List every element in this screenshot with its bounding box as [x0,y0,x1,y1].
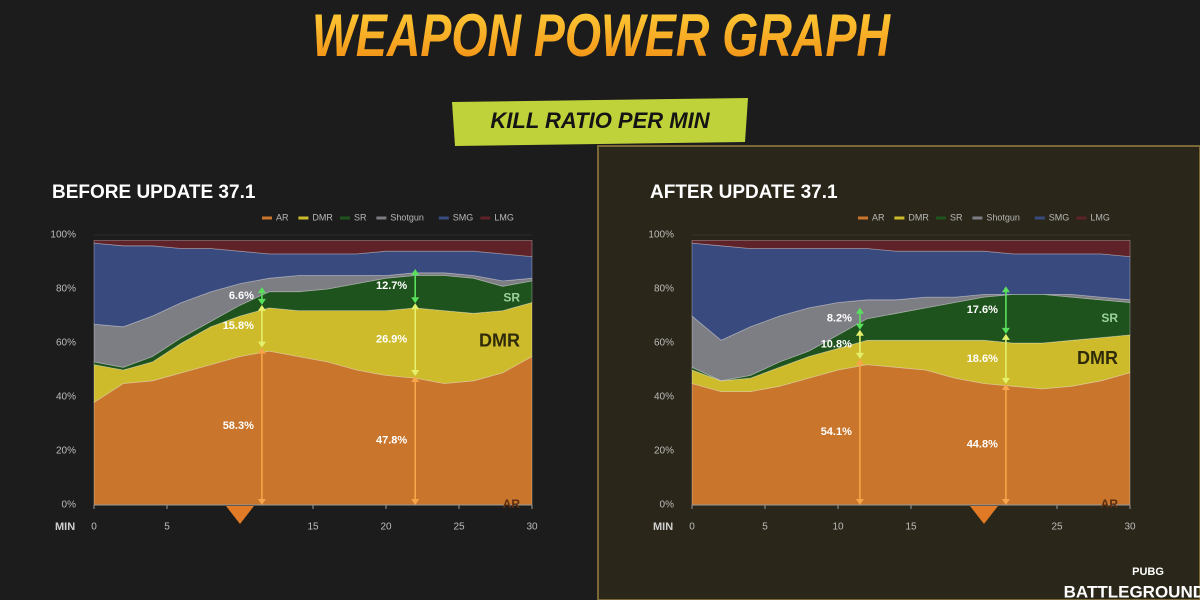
arrow-head [1001,499,1010,505]
arrow-head [411,269,420,276]
x-tick-label: 15 [307,522,319,533]
y-tick-label: 20% [56,446,76,457]
area-shotgun [691,294,1131,382]
legend-label: Shotgun [390,212,424,222]
x-tick-label: 5 [164,522,170,533]
arrow-head [855,307,864,314]
arrow-head [411,369,420,376]
legend-label: SMG [453,212,474,222]
x-tick-label: 25 [1051,522,1063,533]
arrow-head [411,375,420,382]
page-title: WEAPON POWER GRAPH [312,2,891,69]
annotation-label: 58.3% [223,420,254,432]
legend-label: SMG [1049,212,1070,222]
arrow-head [257,341,266,348]
arrow-head [855,352,864,359]
area-lmg [93,240,533,258]
y-tick-label: 80% [654,284,674,295]
arrow-head [855,329,864,336]
annotation-label: 47.8% [376,434,407,446]
y-tick-label: 40% [654,392,674,403]
arrow-head [411,297,420,304]
legend-label: SR [950,212,963,222]
x-tick-label: 25 [453,522,465,533]
x-tick-label: 5 [762,522,768,533]
x-tick-label: 0 [91,522,97,533]
logo-bottom: BATTLEGROUNDS [1064,582,1200,600]
arrow-head [1001,286,1010,293]
annotation-label: 10.8% [821,338,852,350]
x-tick-label: 30 [1124,522,1136,533]
annotation-label: 15.8% [223,320,254,332]
legend-label: DMR [908,212,929,222]
y-tick-label: 40% [56,392,76,403]
arrow-head [411,499,420,505]
annotation-label: 17.6% [967,304,998,316]
arrow-head [257,304,266,311]
x-tick-label: 30 [526,522,538,533]
x-tick-label: 10 [832,522,844,533]
subtitle: KILL RATIO PER MIN [490,108,710,133]
annotation-label: 8.2% [827,313,852,325]
legend-label: AR [276,212,289,222]
arrow-head [1001,327,1010,334]
annotation-label: 26.9% [376,334,407,346]
y-tick-label: 60% [654,338,674,349]
area-label: DMR [1077,348,1118,368]
x-axis-label: MIN [653,521,673,533]
legend-label: AR [872,212,885,222]
legend-label: SR [354,212,367,222]
area-label: AR [1101,497,1119,511]
annotation-label: 12.7% [376,280,407,292]
annotation-label: 44.8% [967,438,998,450]
arrow-head [855,358,864,365]
arrow-head [257,298,266,305]
arrow-head [1001,384,1010,391]
legend-label: DMR [312,212,333,222]
y-tick-label: 100% [648,230,674,241]
area-lmg [691,240,1131,258]
x-tick-label: 20 [380,522,392,533]
legend-label: LMG [494,212,514,222]
area-smg [93,242,533,328]
x-tick-label: 15 [905,522,917,533]
arrow-head [1001,333,1010,340]
y-tick-label: 0% [660,500,675,511]
arrow-head [1001,378,1010,385]
highlight-marker [226,506,254,524]
y-tick-label: 0% [62,500,77,511]
y-tick-label: 80% [56,284,76,295]
arrow-head [411,303,420,310]
x-tick-label: 0 [689,522,695,533]
highlight-marker [970,506,998,524]
annotation-label: 6.6% [229,290,254,302]
area-label: SR [503,291,520,305]
y-tick-label: 60% [56,338,76,349]
arrow-head [855,499,864,505]
y-tick-label: 100% [50,230,76,241]
area-label: SR [1101,311,1118,325]
x-axis-label: MIN [55,521,75,533]
area-label: DMR [479,330,520,350]
subtitle-banner [452,98,748,146]
chart-title: AFTER UPDATE 37.1 [650,182,838,203]
logo-top: PUBG [1132,566,1164,578]
arrow-head [257,287,266,294]
chart-title: BEFORE UPDATE 37.1 [52,182,256,203]
legend-label: Shotgun [986,212,1020,222]
arrow-head [257,499,266,505]
arrow-head [855,323,864,330]
y-tick-label: 20% [654,446,674,457]
annotation-label: 54.1% [821,426,852,438]
arrow-head [257,347,266,354]
area-label: AR [503,497,521,511]
legend-label: LMG [1090,212,1110,222]
area-dmr [691,334,1131,392]
annotation-label: 18.6% [967,353,998,365]
